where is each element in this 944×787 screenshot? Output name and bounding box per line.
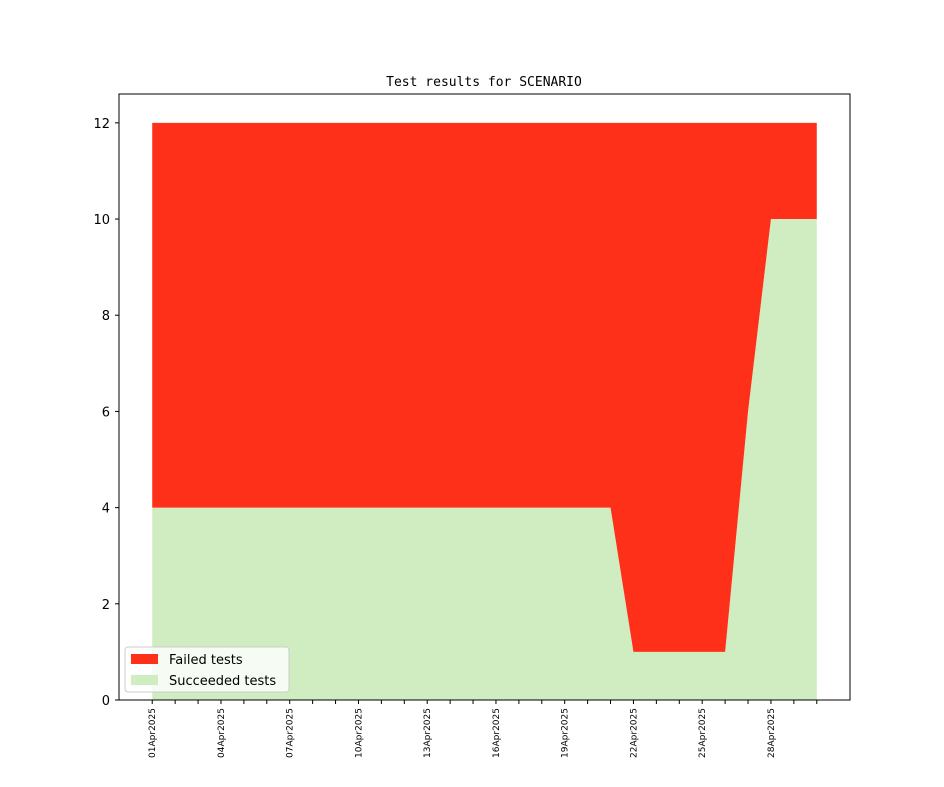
y-tick-label: 8 <box>102 309 110 324</box>
legend-swatch <box>131 675 158 685</box>
y-tick-label: 0 <box>102 694 110 709</box>
plot-frame <box>118 93 851 701</box>
legend-box <box>124 646 290 693</box>
x-tick-label: 25Apr2025 <box>698 708 708 758</box>
x-tick-label: 13Apr2025 <box>423 708 433 758</box>
y-tick-label: 12 <box>93 117 110 132</box>
x-tick-label: 22Apr2025 <box>629 708 639 758</box>
x-tick-label: 04Apr2025 <box>217 708 227 758</box>
x-tick-label: 10Apr2025 <box>354 708 364 758</box>
legend-label: Succeeded tests <box>169 674 276 689</box>
legend-swatch <box>131 654 158 664</box>
x-tick-label: 16Apr2025 <box>492 708 502 758</box>
y-tick-label: 10 <box>93 213 110 228</box>
chart-title: Test results for SCENARIO <box>386 75 582 90</box>
y-tick-label: 6 <box>102 405 110 420</box>
area <box>152 219 817 701</box>
y-tick-label: 4 <box>102 502 110 517</box>
area <box>152 122 817 652</box>
x-tick-label: 28Apr2025 <box>767 708 777 758</box>
legend: Failed tests Succeeded tests <box>124 646 290 693</box>
x-tick-label: 01Apr2025 <box>148 708 158 758</box>
y-tick-label: 2 <box>102 598 110 613</box>
x-tick-label: 07Apr2025 <box>286 708 296 758</box>
legend-label: Failed tests <box>169 653 243 668</box>
x-tick-label: 19Apr2025 <box>561 708 571 758</box>
